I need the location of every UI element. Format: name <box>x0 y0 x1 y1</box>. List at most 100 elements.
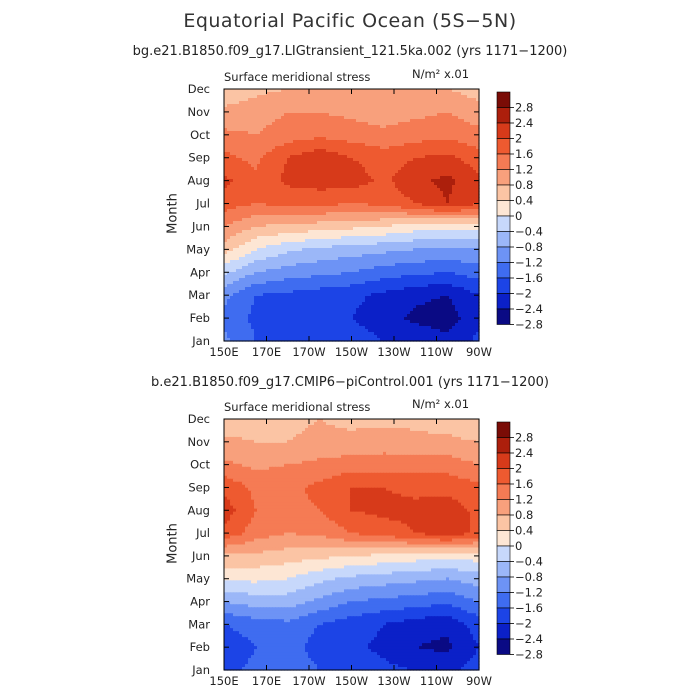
contour-cell <box>272 131 276 135</box>
contour-cell <box>227 182 231 186</box>
contour-cell <box>401 224 405 228</box>
contour-cell <box>449 227 453 231</box>
contour-cell <box>407 164 411 168</box>
contour-cell <box>326 236 330 240</box>
contour-cell <box>302 257 306 261</box>
contour-cell <box>275 251 279 255</box>
contour-cell <box>386 242 390 246</box>
contour-cell <box>278 92 282 96</box>
contour-cell <box>413 197 417 201</box>
contour-cell <box>236 101 240 105</box>
contour-cell <box>413 164 417 168</box>
contour-cell <box>263 161 267 165</box>
contour-cell <box>338 197 342 201</box>
contour-cell <box>314 164 318 168</box>
contour-cell <box>344 131 348 135</box>
contour-cell <box>359 245 363 249</box>
contour-cell <box>362 191 366 195</box>
contour-cell <box>377 134 381 138</box>
contour-cell <box>287 242 291 246</box>
contour-cell <box>446 113 450 117</box>
contour-cell <box>455 257 459 261</box>
contour-cell <box>344 260 348 264</box>
contour-cell <box>323 257 327 261</box>
contour-cell <box>257 257 261 261</box>
contour-cell <box>389 134 393 138</box>
contour-cell <box>437 227 441 231</box>
contour-cell <box>458 140 462 144</box>
contour-cell <box>458 167 462 171</box>
contour-cell <box>374 248 378 252</box>
contour-cell <box>386 101 390 105</box>
contour-cell <box>236 92 240 96</box>
contour-cell <box>275 149 279 153</box>
contour-cell <box>350 125 354 129</box>
contour-cell <box>251 140 255 144</box>
contour-cell <box>419 122 423 126</box>
contour-cell <box>275 98 279 102</box>
contour-cell <box>260 212 264 216</box>
contour-cell <box>302 110 306 114</box>
contour-cell <box>269 149 273 153</box>
contour-cell <box>251 206 255 210</box>
contour-cell <box>320 158 324 162</box>
contour-cell <box>395 122 399 126</box>
contour-cell <box>236 230 240 234</box>
contour-cell <box>398 212 402 216</box>
contour-cell <box>290 230 294 234</box>
contour-cell <box>455 212 459 216</box>
contour-cell <box>266 248 270 252</box>
contour-cell <box>311 230 315 234</box>
contour-cell <box>374 236 378 240</box>
contour-cell <box>260 125 264 129</box>
contour-cell <box>404 92 408 96</box>
contour-cell <box>407 242 411 246</box>
contour-cell <box>374 257 378 261</box>
contour-cell <box>446 170 450 174</box>
contour-cell <box>338 218 342 222</box>
contour-cell <box>413 128 417 132</box>
contour-cell <box>269 200 273 204</box>
contour-cell <box>260 203 264 207</box>
contour-cell <box>425 254 429 258</box>
contour-cell <box>284 122 288 126</box>
contour-cell <box>428 236 432 240</box>
contour-cell <box>299 263 303 267</box>
contour-cell <box>347 260 351 264</box>
contour-cell <box>263 155 267 159</box>
contour-cell <box>287 125 291 129</box>
contour-cell <box>326 176 330 180</box>
contour-cell <box>362 236 366 240</box>
contour-cell <box>266 212 270 216</box>
contour-cell <box>320 149 324 153</box>
contour-cell <box>341 194 345 198</box>
contour-cell <box>413 251 417 255</box>
contour-cell <box>428 248 432 252</box>
contour-cell <box>458 215 462 219</box>
contour-cell <box>293 113 297 117</box>
contour-cell <box>461 110 465 114</box>
contour-cell <box>245 164 249 168</box>
contour-cell <box>317 125 321 129</box>
contour-cell <box>302 191 306 195</box>
contour-cell <box>332 119 336 123</box>
contour-cell <box>269 134 273 138</box>
contour-cell <box>344 176 348 180</box>
contour-cell <box>389 101 393 105</box>
contour-cell <box>407 251 411 255</box>
contour-cell <box>449 236 453 240</box>
contour-cell <box>338 107 342 111</box>
contour-cell <box>230 233 234 237</box>
contour-cell <box>344 239 348 243</box>
contour-cell <box>392 224 396 228</box>
contour-cell <box>425 248 429 252</box>
contour-cell <box>425 215 429 219</box>
contour-cell <box>383 152 387 156</box>
contour-cell <box>404 230 408 234</box>
contour-cell <box>464 98 468 102</box>
contour-cell <box>260 224 264 228</box>
contour-cell <box>347 158 351 162</box>
contour-cell <box>341 176 345 180</box>
contour-cell <box>314 122 318 126</box>
contour-cell <box>293 248 297 252</box>
